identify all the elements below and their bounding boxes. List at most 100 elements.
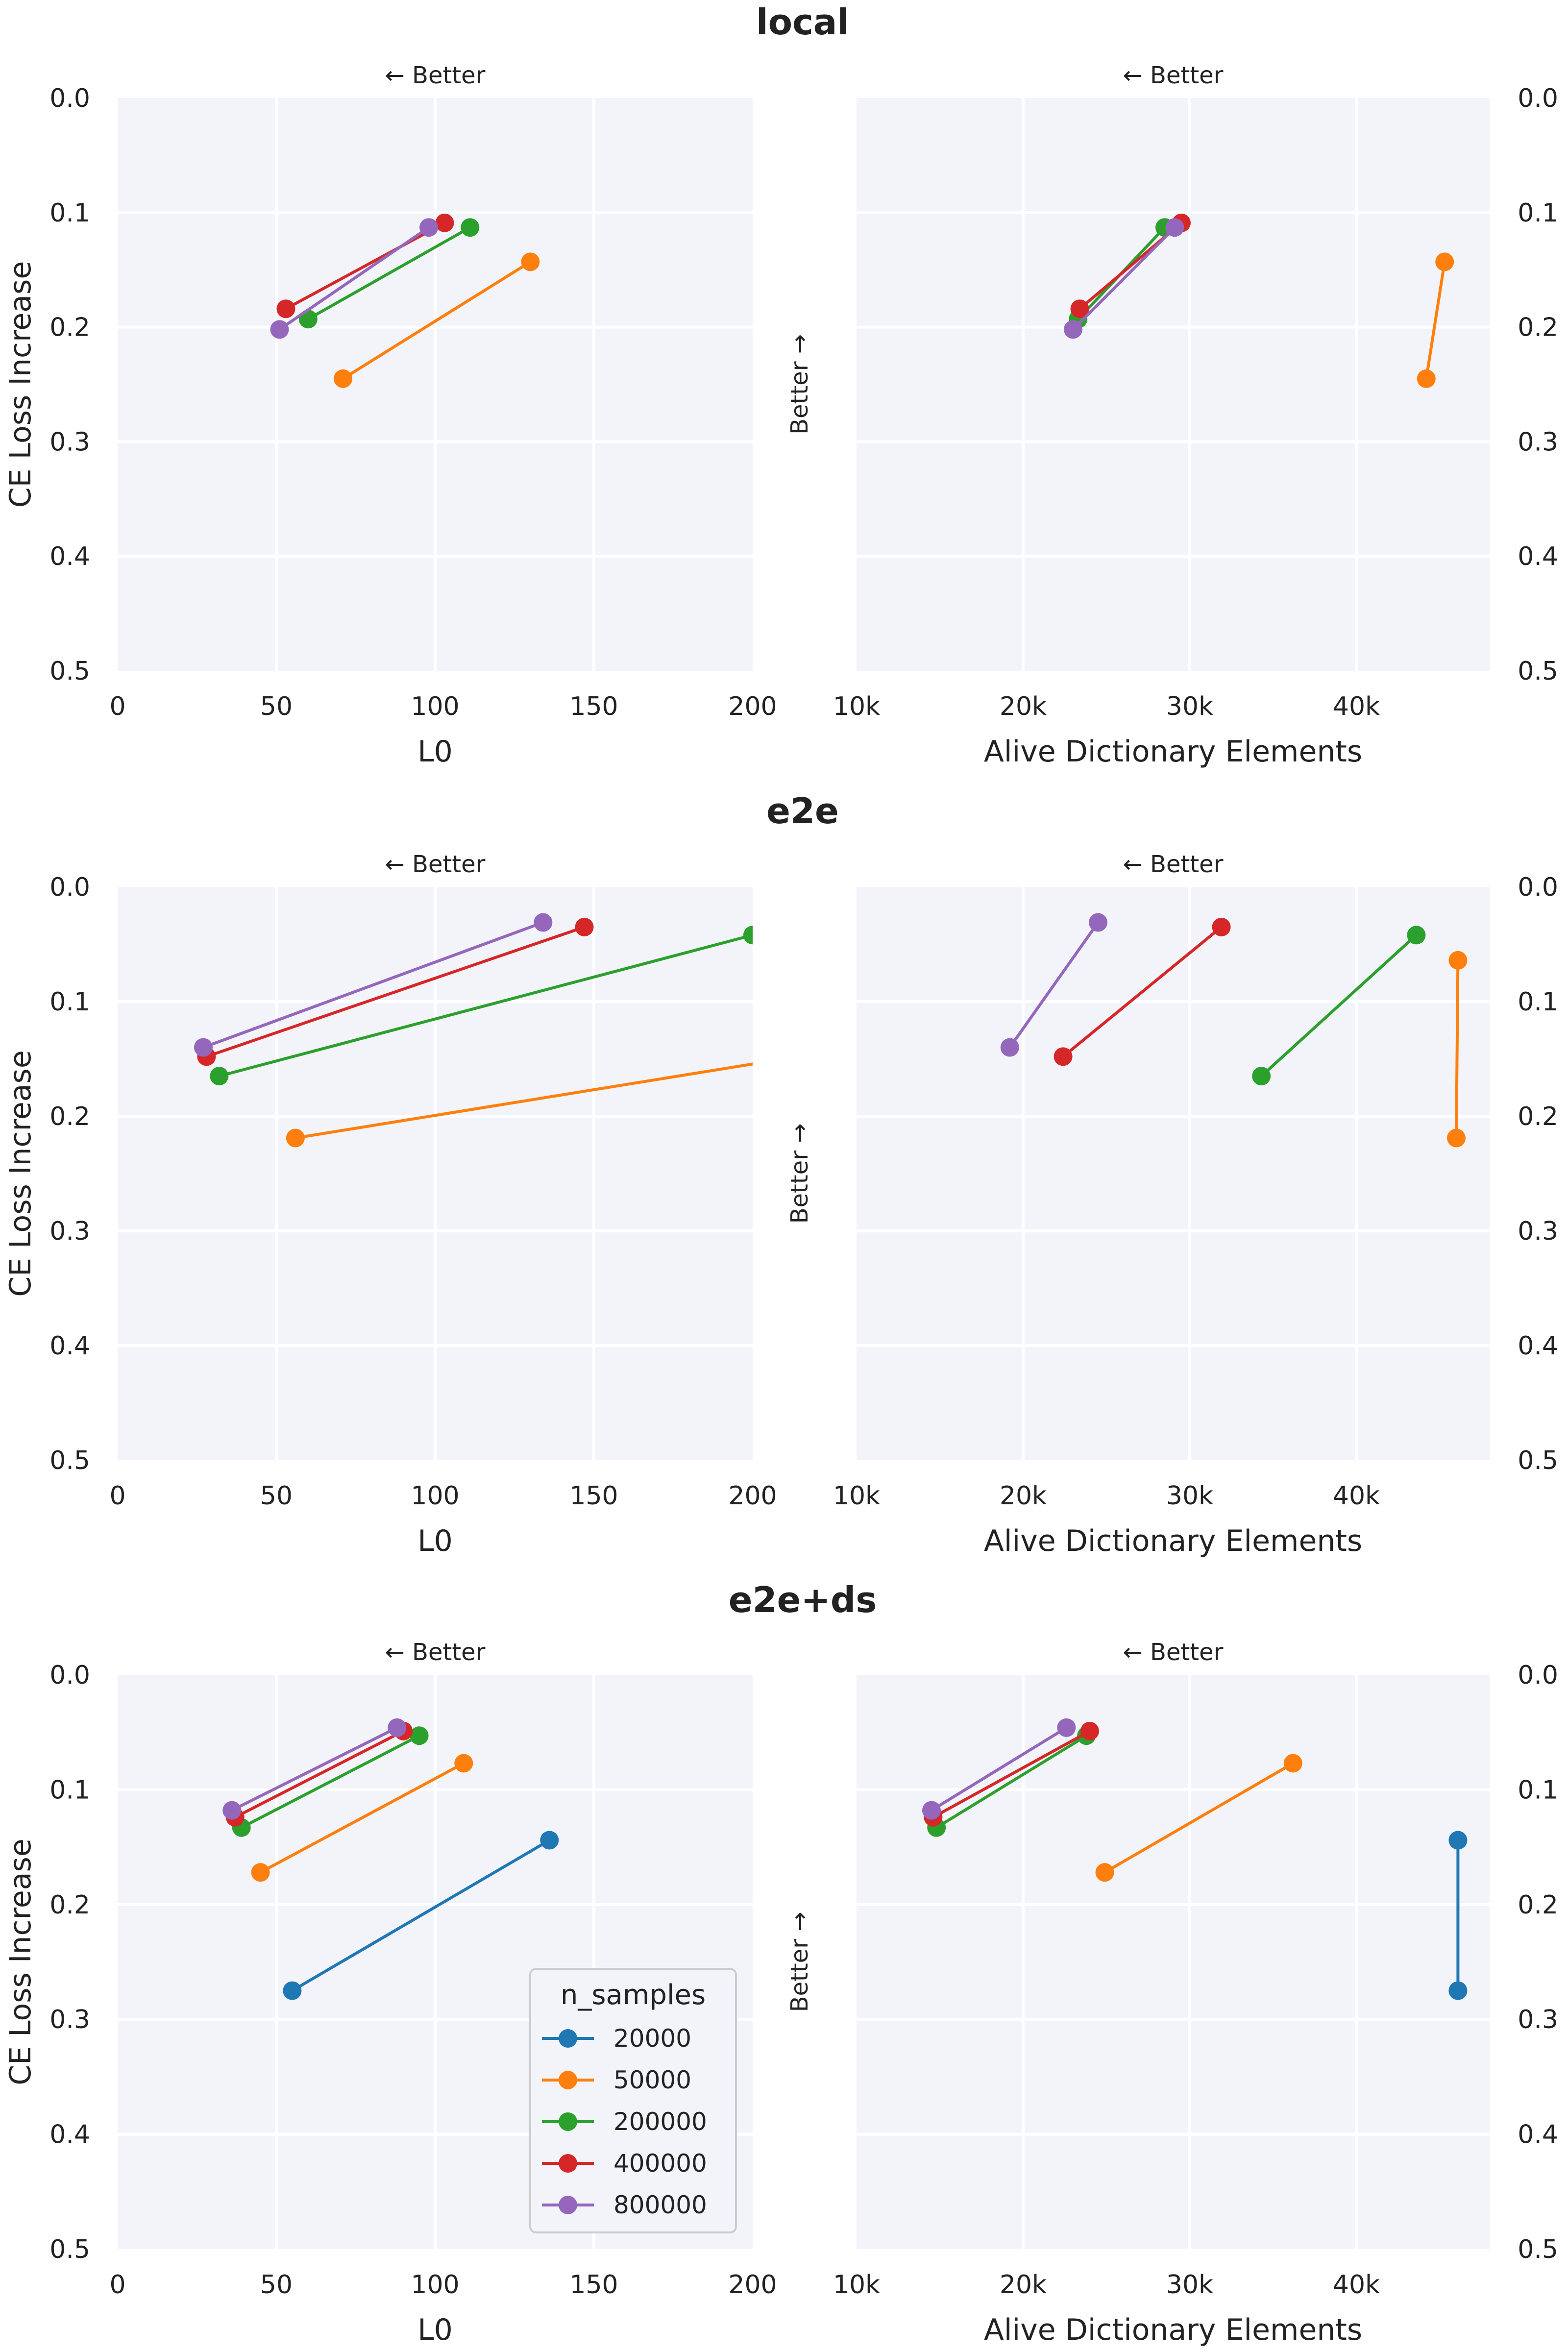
- data-point-200000: [210, 1067, 229, 1086]
- x-tick-label: 40k: [1333, 2270, 1380, 2300]
- series-line-200000: [935, 1734, 1087, 1829]
- x-tick-label: 0: [109, 692, 125, 721]
- series-line-400000: [206, 926, 585, 1058]
- legend-swatch-marker-800000: [559, 2196, 577, 2214]
- y-tick-label: 0.4: [1518, 2120, 1558, 2150]
- x-tick-label: 150: [569, 2270, 618, 2300]
- y-tick-label: 0.3: [49, 1217, 90, 1246]
- data-point-50000: [1447, 1128, 1466, 1148]
- x-tick-label: 150: [569, 692, 618, 721]
- series-line-800000: [1008, 921, 1100, 1049]
- y-tick-label: 0.4: [49, 542, 90, 571]
- y-tick-label: 0.5: [49, 657, 90, 686]
- legend-swatch-marker-20000: [559, 2029, 577, 2048]
- y-tick-label: 0.3: [49, 2005, 90, 2034]
- better-arrow-side: Better →: [786, 334, 813, 435]
- data-point-50000: [1095, 1863, 1114, 1882]
- data-point-200000: [743, 926, 753, 945]
- x-tick-label: 100: [411, 2270, 459, 2300]
- y-tick-label: 0.2: [49, 1102, 90, 1131]
- x-tick-label: 20k: [1000, 2270, 1047, 2300]
- data-point-800000: [1057, 1718, 1076, 1737]
- x-tick-label: 0: [109, 2270, 125, 2300]
- y-tick-label: 0.0: [1518, 1661, 1558, 1690]
- x-axis-label: L0: [417, 735, 453, 769]
- series-line-50000: [1424, 261, 1446, 379]
- data-point-50000: [1417, 369, 1436, 388]
- data-point-800000: [222, 1801, 242, 1820]
- data-point-400000: [1080, 1721, 1099, 1740]
- better-arrow-side: Better →: [786, 1912, 813, 2012]
- better-arrow-top: ← Better: [385, 851, 486, 878]
- data-point-800000: [1089, 913, 1107, 932]
- x-tick-label: 10k: [833, 1481, 880, 1511]
- better-arrow-top: ← Better: [1123, 1639, 1224, 1666]
- data-point-20000: [283, 1981, 302, 2000]
- y-tick-label: 0.2: [49, 1890, 90, 1920]
- series-line-400000: [285, 221, 445, 310]
- y-tick-label: 0.0: [1518, 84, 1558, 113]
- x-tick-label: 30k: [1166, 1481, 1213, 1511]
- data-point-800000: [534, 913, 553, 932]
- x-tick-label: 200: [728, 2270, 777, 2300]
- data-point-800000: [1165, 218, 1184, 237]
- y-tick-label: 0.2: [1518, 313, 1558, 343]
- data-point-50000: [775, 1050, 794, 1068]
- x-tick-label: 30k: [1166, 2270, 1213, 2300]
- series-line-200000: [241, 1734, 420, 1829]
- data-point-800000: [1064, 320, 1082, 339]
- data-point-400000: [1070, 299, 1089, 318]
- legend-swatch-marker-50000: [559, 2071, 577, 2089]
- y-tick-label: 0.4: [1518, 542, 1558, 571]
- y-tick-label: 0.1: [49, 987, 90, 1017]
- series-line-800000: [202, 921, 544, 1049]
- x-tick-label: 20k: [1000, 692, 1047, 721]
- legend: n_samples 20000 50000 200000 400000 800000: [529, 1968, 737, 2233]
- y-tick-label: 0.4: [49, 2120, 90, 2150]
- legend-swatch-marker-400000: [559, 2154, 577, 2173]
- y-tick-label: 0.1: [1518, 198, 1558, 228]
- series-line-400000: [932, 1730, 1091, 1819]
- plot-area: [857, 887, 1490, 1460]
- legend-label-800000: 800000: [613, 2191, 707, 2219]
- series-line-800000: [1072, 226, 1176, 331]
- series-line-400000: [234, 1730, 404, 1819]
- series-line-50000: [295, 1062, 753, 1140]
- y-tick-label: 0.2: [1518, 1102, 1558, 1131]
- data-point-800000: [922, 1801, 941, 1820]
- x-tick-label: 30k: [1166, 692, 1213, 721]
- y-tick-label: 0.4: [1518, 1331, 1558, 1361]
- y-axis-label: CE Loss Increase: [3, 1050, 38, 1297]
- row-title-local: local: [756, 1, 849, 43]
- panel-0-left: 0.0 0.1 0.2 0.3 0.4 0.5 0 50 100 150 200 L0 ← Better…: [3, 62, 777, 769]
- x-tick-label: 50: [260, 1481, 293, 1511]
- better-arrow-top: ← Better: [1123, 62, 1224, 89]
- y-tick-label: 0.2: [49, 313, 90, 343]
- x-tick-label: 100: [411, 1481, 459, 1511]
- data-point-50000: [1283, 1754, 1302, 1773]
- series-group: [922, 1718, 1468, 2000]
- series-line-50000: [260, 1762, 465, 1874]
- series-line-200000: [219, 933, 753, 1078]
- y-tick-label: 0.3: [49, 427, 90, 457]
- x-tick-label: 100: [411, 692, 459, 721]
- series-group: [1000, 913, 1468, 1148]
- data-point-200000: [1252, 1067, 1271, 1086]
- data-point-400000: [435, 213, 454, 232]
- x-tick-label: 200: [728, 692, 777, 721]
- x-tick-label: 20k: [1000, 1481, 1047, 1511]
- data-point-20000: [1448, 1981, 1468, 2000]
- y-tick-label: 0.3: [1518, 2005, 1558, 2034]
- data-point-400000: [276, 299, 295, 318]
- series-line-200000: [307, 226, 471, 320]
- legend-label-50000: 50000: [613, 2066, 691, 2094]
- x-tick-label: 50: [260, 692, 293, 721]
- x-tick-label: 40k: [1333, 1481, 1380, 1511]
- y-tick-label: 0.1: [1518, 987, 1558, 1017]
- y-axis-label: CE Loss Increase: [3, 261, 38, 508]
- series-line-200000: [1260, 934, 1418, 1078]
- x-axis-label: L0: [417, 1524, 453, 1558]
- y-tick-label: 0.1: [1518, 1775, 1558, 1805]
- y-tick-label: 0.3: [1518, 427, 1558, 457]
